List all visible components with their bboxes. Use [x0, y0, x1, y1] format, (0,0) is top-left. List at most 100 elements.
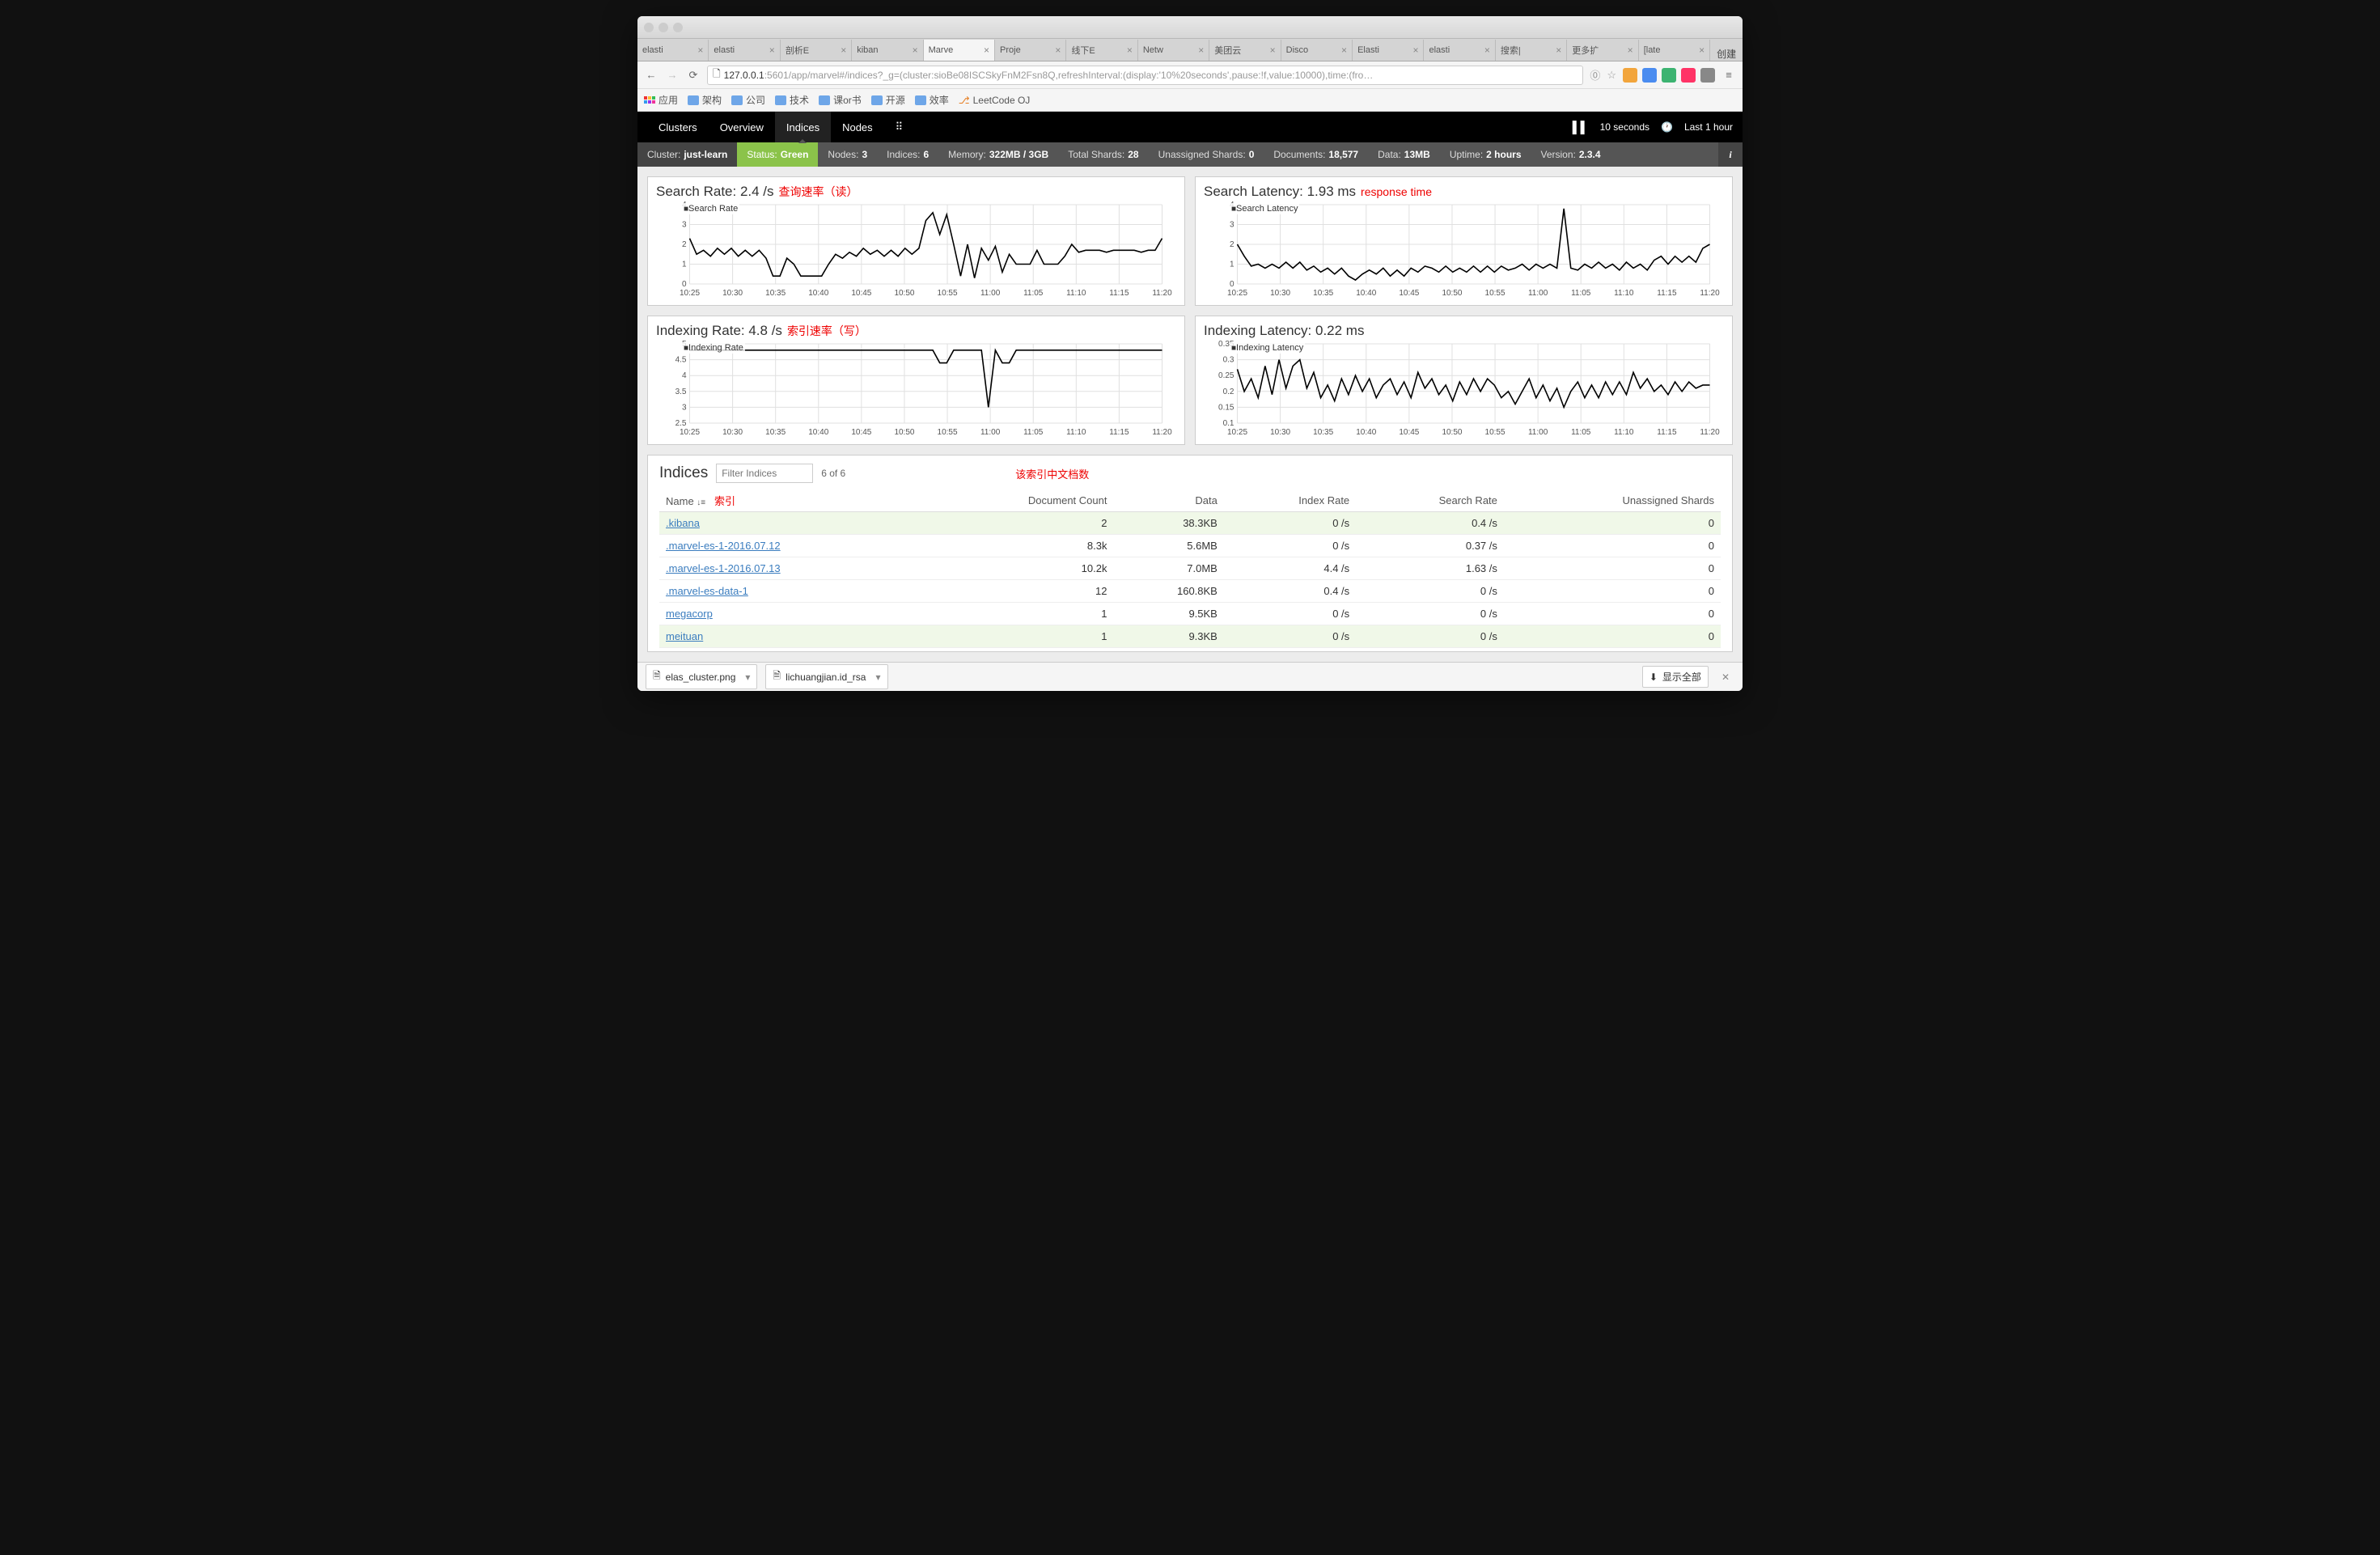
chevron-down-icon[interactable]: ▾ — [875, 672, 880, 683]
browser-tab[interactable]: 更多扩× — [1567, 40, 1638, 61]
index-link[interactable]: meituan — [666, 630, 703, 642]
nav-item-clusters[interactable]: Clusters — [647, 112, 709, 142]
column-header[interactable]: Data — [1113, 489, 1223, 512]
filter-input[interactable] — [716, 464, 813, 483]
column-header[interactable]: Unassigned Shards — [1504, 489, 1721, 512]
new-tab-button[interactable]: 创建 — [1710, 47, 1743, 61]
svg-text:11:00: 11:00 — [980, 428, 1001, 437]
url-path: /app/marvel#/indices?_g=(cluster:sioBe08… — [789, 70, 1374, 81]
index-link[interactable]: megacorp — [666, 608, 713, 620]
download-item[interactable]: 🗎elas_cluster.png▾ — [646, 664, 757, 689]
close-tab-icon[interactable]: × — [1412, 44, 1418, 56]
forward-icon[interactable]: → — [665, 68, 680, 83]
nav-item-nodes[interactable]: Nodes — [831, 112, 884, 142]
close-tab-icon[interactable]: × — [1699, 44, 1705, 56]
close-tab-icon[interactable]: × — [697, 44, 703, 56]
nav-item-overview[interactable]: Overview — [709, 112, 775, 142]
extension-icon[interactable] — [1623, 68, 1637, 83]
close-dot[interactable] — [644, 23, 654, 32]
stat-docs: Documents:18,577 — [1264, 142, 1368, 167]
extension-icon[interactable] — [1700, 68, 1715, 83]
close-tab-icon[interactable]: × — [913, 44, 918, 56]
menu-icon[interactable]: ≡ — [1721, 68, 1736, 83]
browser-tab[interactable]: 搜索|× — [1496, 40, 1567, 61]
reload-icon[interactable]: ⟳ — [686, 68, 701, 83]
browser-tab[interactable]: Marve× — [924, 40, 995, 61]
close-tab-icon[interactable]: × — [1270, 44, 1276, 56]
nav-grid-icon[interactable]: ⠿ — [884, 112, 915, 142]
close-tab-icon[interactable]: × — [1198, 44, 1204, 56]
max-dot[interactable] — [673, 23, 683, 32]
refresh-interval[interactable]: 10 seconds — [1600, 121, 1649, 133]
table-count: 6 of 6 — [821, 468, 845, 479]
index-link[interactable]: .marvel-es-1-2016.07.12 — [666, 540, 781, 552]
chevron-down-icon[interactable]: ▾ — [745, 672, 750, 683]
close-tab-icon[interactable]: × — [1484, 44, 1490, 56]
nav-item-indices[interactable]: Indices — [775, 112, 831, 142]
download-item[interactable]: 🗎lichuangjian.id_rsa▾ — [765, 664, 887, 689]
close-tab-icon[interactable]: × — [1556, 44, 1561, 56]
svg-text:3: 3 — [1230, 221, 1234, 230]
browser-tab[interactable]: elasti× — [709, 40, 780, 61]
bookmark-folder[interactable]: 效率 — [915, 93, 949, 107]
browser-tab[interactable]: Netw× — [1138, 40, 1209, 61]
chart-title: Indexing Latency: 0.22 ms — [1204, 323, 1364, 338]
browser-tab[interactable]: elasti× — [637, 40, 709, 61]
column-header[interactable]: Document Count — [923, 489, 1113, 512]
stat-unassigned: Unassigned Shards:0 — [1149, 142, 1264, 167]
close-downloads-icon[interactable]: ✕ — [1717, 672, 1734, 683]
browser-tab[interactable]: kiban× — [852, 40, 923, 61]
column-header[interactable]: Name ↓≡ 索引 — [659, 489, 923, 512]
time-range[interactable]: Last 1 hour — [1684, 121, 1733, 133]
browser-tab[interactable]: 美团云× — [1209, 40, 1281, 61]
close-tab-icon[interactable]: × — [769, 44, 775, 56]
url-field[interactable]: 🗋 127.0.0.1 :5601 /app/marvel#/indices?_… — [707, 66, 1583, 85]
bookmark-folder[interactable]: 技术 — [775, 93, 809, 107]
svg-text:11:05: 11:05 — [1023, 428, 1044, 437]
bookmark-folder[interactable]: 课or书 — [819, 93, 862, 107]
close-tab-icon[interactable]: × — [1341, 44, 1347, 56]
browser-tab[interactable]: Proje× — [995, 40, 1066, 61]
svg-text:10:55: 10:55 — [938, 289, 958, 298]
extension-icon[interactable] — [1681, 68, 1696, 83]
svg-text:2: 2 — [682, 240, 687, 249]
column-header[interactable]: Search Rate — [1356, 489, 1504, 512]
bookmark-folder[interactable]: 架构 — [688, 93, 722, 107]
svg-text:10:30: 10:30 — [1270, 428, 1290, 437]
index-link[interactable]: .marvel-es-1-2016.07.13 — [666, 562, 781, 574]
back-icon[interactable]: ← — [644, 68, 659, 83]
column-header[interactable]: Index Rate — [1224, 489, 1356, 512]
close-tab-icon[interactable]: × — [841, 44, 846, 56]
svg-text:2: 2 — [1230, 240, 1234, 249]
index-link[interactable]: .marvel-es-data-1 — [666, 585, 748, 597]
extension-icon[interactable] — [1662, 68, 1676, 83]
close-tab-icon[interactable]: × — [1127, 44, 1133, 56]
close-tab-icon[interactable]: × — [984, 44, 989, 56]
close-tab-icon[interactable]: × — [1055, 44, 1061, 56]
close-tab-icon[interactable]: × — [1628, 44, 1633, 56]
browser-tab[interactable]: [late× — [1639, 40, 1710, 61]
show-all-downloads[interactable]: ⬇显示全部 — [1642, 666, 1709, 688]
browser-tab[interactable]: Disco× — [1281, 40, 1353, 61]
pause-icon[interactable]: ▌▌ — [1573, 121, 1589, 133]
svg-text:10:40: 10:40 — [808, 428, 828, 437]
chart-title: Search Latency: 1.93 ms — [1204, 184, 1356, 199]
info-icon[interactable]: i — [1718, 142, 1743, 167]
bookmark-folder[interactable]: 开源 — [871, 93, 905, 107]
folder-icon — [775, 95, 786, 105]
svg-text:10:35: 10:35 — [1313, 428, 1333, 437]
svg-text:1: 1 — [1230, 261, 1234, 269]
bookmark-leetcode[interactable]: ⎇ LeetCode OJ — [959, 95, 1031, 106]
svg-text:10:50: 10:50 — [1442, 428, 1462, 437]
browser-tab[interactable]: 线下E× — [1066, 40, 1137, 61]
min-dot[interactable] — [659, 23, 668, 32]
apps-button[interactable]: 应用 — [644, 93, 678, 107]
bookmark-folder[interactable]: 公司 — [731, 93, 765, 107]
index-link[interactable]: .kibana — [666, 517, 700, 529]
extension-icon[interactable] — [1642, 68, 1657, 83]
star-icon[interactable]: ☆ — [1607, 69, 1616, 82]
browser-tab[interactable]: Elasti× — [1353, 40, 1424, 61]
browser-tab[interactable]: 剖析E× — [781, 40, 852, 61]
svg-text:10:45: 10:45 — [1399, 289, 1419, 298]
browser-tab[interactable]: elasti× — [1424, 40, 1495, 61]
